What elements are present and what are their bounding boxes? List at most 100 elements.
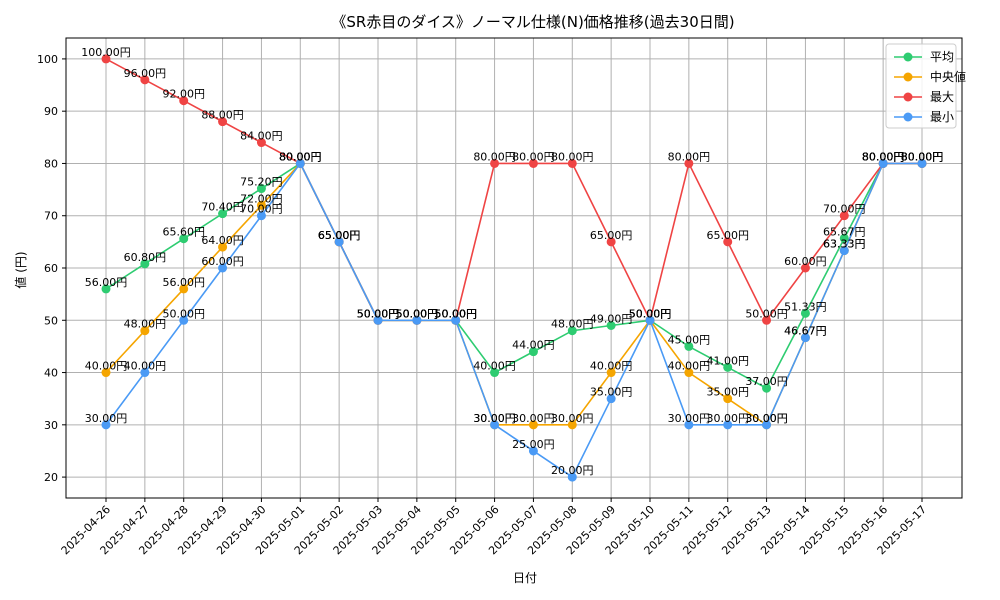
y-tick-label: 50: [44, 314, 58, 327]
data-label: 80.00円: [901, 150, 944, 163]
data-point: [490, 420, 500, 430]
data-label: 30.00円: [745, 412, 788, 425]
legend-label: 中央値: [930, 69, 966, 84]
data-point: [839, 233, 849, 243]
data-label: 84.00円: [240, 130, 283, 143]
data-label: 50.00円: [629, 307, 672, 320]
data-point: [179, 96, 189, 106]
data-point: [567, 326, 577, 336]
data-label: 30.00円: [473, 412, 516, 425]
series-layer: [101, 54, 927, 482]
data-label: 51.33円: [784, 300, 827, 313]
data-point: [295, 158, 305, 168]
data-point: [684, 420, 694, 430]
data-point: [800, 263, 810, 273]
data-label: 50.00円: [396, 307, 439, 320]
legend-marker: [903, 52, 913, 62]
data-label: 50.00円: [434, 307, 477, 320]
data-point: [800, 333, 810, 343]
data-point: [800, 308, 810, 318]
legend-marker: [903, 112, 913, 122]
data-point: [140, 259, 150, 269]
data-label: 50.00円: [357, 307, 400, 320]
data-label: 56.00円: [162, 276, 205, 289]
data-point: [218, 209, 228, 219]
data-point: [218, 242, 228, 252]
data-label: 25.00円: [512, 438, 555, 451]
data-point: [528, 420, 538, 430]
data-point: [101, 368, 111, 378]
data-point: [140, 75, 150, 85]
legend-label: 最大: [930, 90, 954, 104]
data-label: 50.00円: [396, 307, 439, 320]
y-tick-label: 80: [44, 157, 58, 170]
legend-marker: [903, 72, 913, 82]
data-point: [606, 237, 616, 247]
data-point: [101, 284, 111, 294]
data-label: 65.00円: [318, 229, 361, 242]
data-point: [567, 472, 577, 482]
legend-box: [885, 43, 957, 129]
data-point: [645, 315, 655, 325]
data-label: 70.00円: [240, 203, 283, 216]
y-tick-label: 100: [37, 53, 58, 66]
data-point: [451, 315, 461, 325]
data-label: 80.00円: [901, 150, 944, 163]
data-point: [762, 420, 772, 430]
y-axis-label: 値 (円): [13, 251, 28, 288]
data-label: 65.00円: [706, 229, 749, 242]
data-label: 30.00円: [745, 412, 788, 425]
data-label: 80.00円: [862, 150, 905, 163]
data-point: [140, 326, 150, 336]
data-point: [218, 263, 228, 273]
data-point: [684, 368, 694, 378]
data-labels: 56.00円 60.80円 65.60円 70.40円 75.20円 80.00円 65.0…: [81, 46, 943, 477]
data-label: 63.33円: [823, 238, 866, 251]
data-point: [878, 158, 888, 168]
data-label: 80.00円: [473, 150, 516, 163]
data-point: [723, 237, 733, 247]
data-point: [490, 368, 500, 378]
data-label: 50.00円: [162, 307, 205, 320]
data-label: 46.67円: [784, 325, 827, 338]
data-label: 96.00円: [124, 67, 167, 80]
data-label: 56.00円: [85, 276, 128, 289]
data-label: 80.00円: [901, 150, 944, 163]
grid-lines: [66, 38, 962, 498]
data-label: 50.00円: [434, 307, 477, 320]
data-label: 45.00円: [668, 333, 711, 346]
data-label: 65.00円: [318, 229, 361, 242]
x-axis-label: 日付: [513, 571, 537, 585]
data-point: [762, 383, 772, 393]
data-point: [179, 315, 189, 325]
data-point: [723, 420, 733, 430]
data-label: 92.00円: [162, 88, 205, 101]
data-label: 80.00円: [862, 150, 905, 163]
data-label: 46.67円: [784, 325, 827, 338]
data-label: 35.00円: [706, 386, 749, 399]
data-point: [412, 315, 422, 325]
data-label: 80.00円: [512, 150, 555, 163]
data-label: 72.00円: [240, 192, 283, 205]
data-label: 35.00円: [590, 386, 633, 399]
data-point: [101, 420, 111, 430]
data-label: 75.20円: [240, 176, 283, 189]
data-point: [723, 362, 733, 372]
series-line: [105, 161, 922, 479]
data-point: [839, 246, 849, 256]
data-label: 48.00円: [551, 318, 594, 331]
y-tick-label: 60: [44, 262, 58, 275]
data-label: 63.33円: [823, 238, 866, 251]
data-label: 37.00円: [745, 375, 788, 388]
data-point: [528, 347, 538, 357]
data-point: [490, 158, 500, 168]
data-label: 65.67円: [823, 225, 866, 238]
data-label: 41.00円: [706, 354, 749, 367]
data-point: [839, 211, 849, 221]
data-point: [256, 184, 266, 194]
data-point: [723, 394, 733, 404]
data-label: 50.00円: [629, 307, 672, 320]
data-label: 30.00円: [512, 412, 555, 425]
data-point: [179, 284, 189, 294]
